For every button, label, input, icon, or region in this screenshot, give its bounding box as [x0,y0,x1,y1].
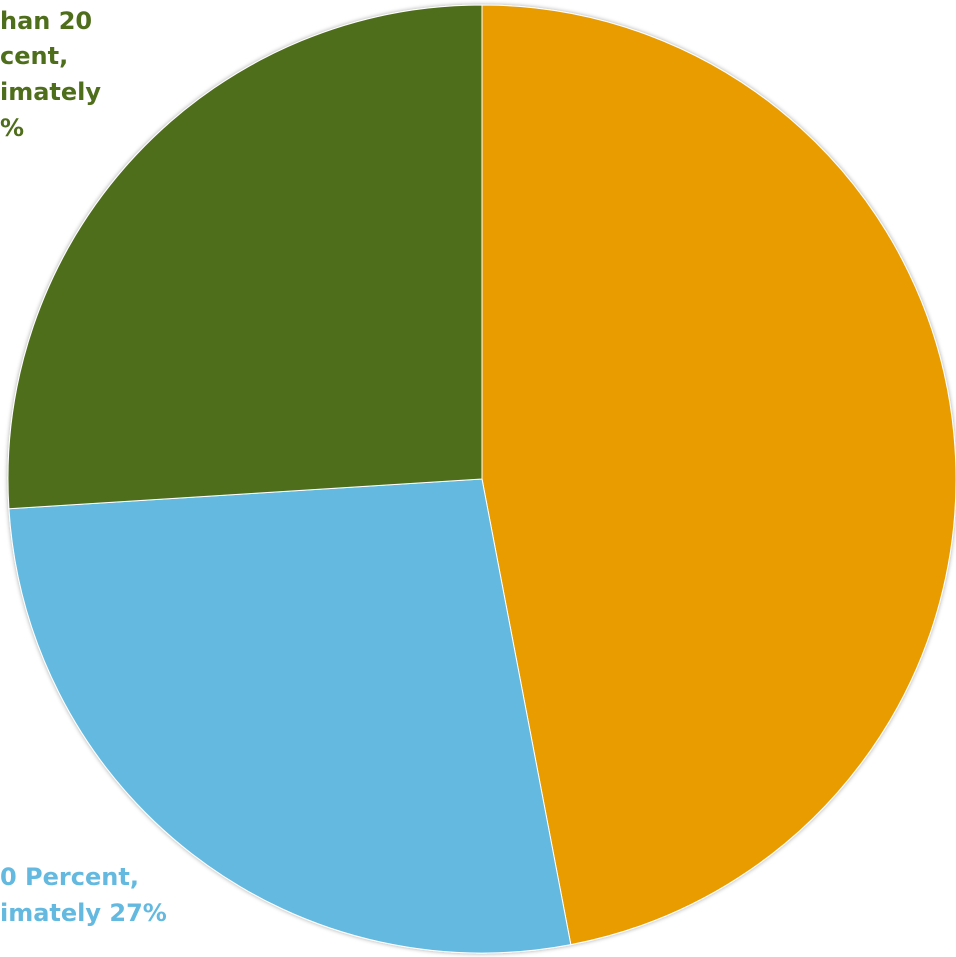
pie-slice [8,478,572,954]
data-label: imately 27% [0,899,167,927]
data-label: imately [0,78,101,106]
data-labels: 0 Percent, imately 27% han 20 cent, imately% [0,7,167,927]
data-label: 0 Percent, [0,863,139,891]
data-label: % [0,114,24,142]
pie-slice [7,4,483,510]
pie-slice [481,4,956,946]
data-label: han 20 [0,7,92,35]
data-label: cent, [0,42,68,70]
pie [7,4,956,954]
